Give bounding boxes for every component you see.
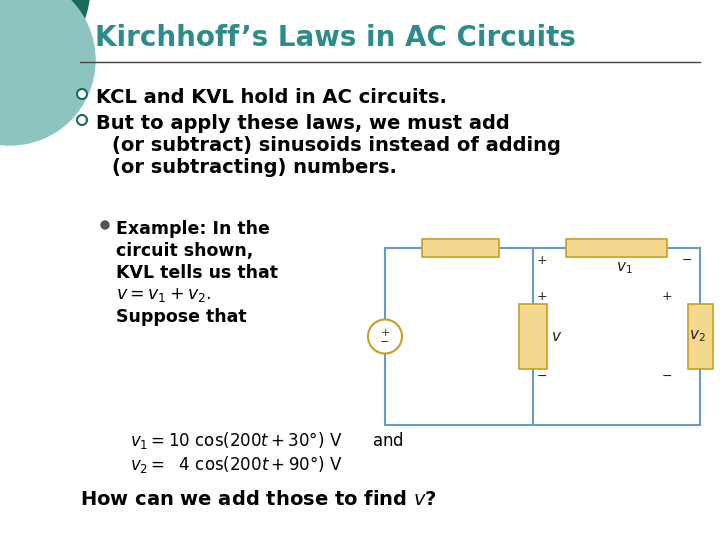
Circle shape <box>101 221 109 229</box>
Bar <box>688 304 713 369</box>
Circle shape <box>368 320 402 354</box>
Text: How can we add those to find $v$?: How can we add those to find $v$? <box>80 490 437 509</box>
Circle shape <box>77 89 87 99</box>
Text: +: + <box>380 327 390 338</box>
Text: circuit shown,: circuit shown, <box>116 242 253 260</box>
Text: $v$: $v$ <box>551 329 562 344</box>
Text: $v_2 = \ \ 4\ \cos(200t + 90°)\ \mathrm{V}$: $v_2 = \ \ 4\ \cos(200t + 90°)\ \mathrm{… <box>130 454 343 475</box>
Circle shape <box>77 115 87 125</box>
Text: $v_2$: $v_2$ <box>689 329 706 345</box>
Circle shape <box>0 0 90 90</box>
Text: $v = v_1 + v_2.$: $v = v_1 + v_2.$ <box>116 286 212 304</box>
Text: +: + <box>662 290 672 303</box>
Text: Suppose that: Suppose that <box>116 308 247 326</box>
Text: $v_1 = 10\ \cos(200t + 30°)\ \mathrm{V}$      and: $v_1 = 10\ \cos(200t + 30°)\ \mathrm{V}$… <box>130 430 404 451</box>
Text: −: − <box>537 370 547 383</box>
Text: (or subtracting) numbers.: (or subtracting) numbers. <box>112 158 397 177</box>
Text: (or subtract) sinusoids instead of adding: (or subtract) sinusoids instead of addin… <box>112 136 561 155</box>
Text: Kirchhoff’s Laws in AC Circuits: Kirchhoff’s Laws in AC Circuits <box>95 24 576 52</box>
Bar <box>422 239 499 257</box>
Text: KCL and KVL hold in AC circuits.: KCL and KVL hold in AC circuits. <box>96 88 447 107</box>
Text: +: + <box>537 254 548 267</box>
Circle shape <box>0 0 95 145</box>
Bar <box>519 304 547 369</box>
Text: But to apply these laws, we must add: But to apply these laws, we must add <box>96 114 510 133</box>
Text: $v_1$: $v_1$ <box>616 260 633 276</box>
Bar <box>567 239 667 257</box>
Text: −: − <box>662 370 672 383</box>
Text: KVL tells us that: KVL tells us that <box>116 264 278 282</box>
Text: +: + <box>537 290 548 303</box>
Text: Example: In the: Example: In the <box>116 220 270 238</box>
Text: −: − <box>682 254 692 267</box>
Text: −: − <box>380 338 390 348</box>
